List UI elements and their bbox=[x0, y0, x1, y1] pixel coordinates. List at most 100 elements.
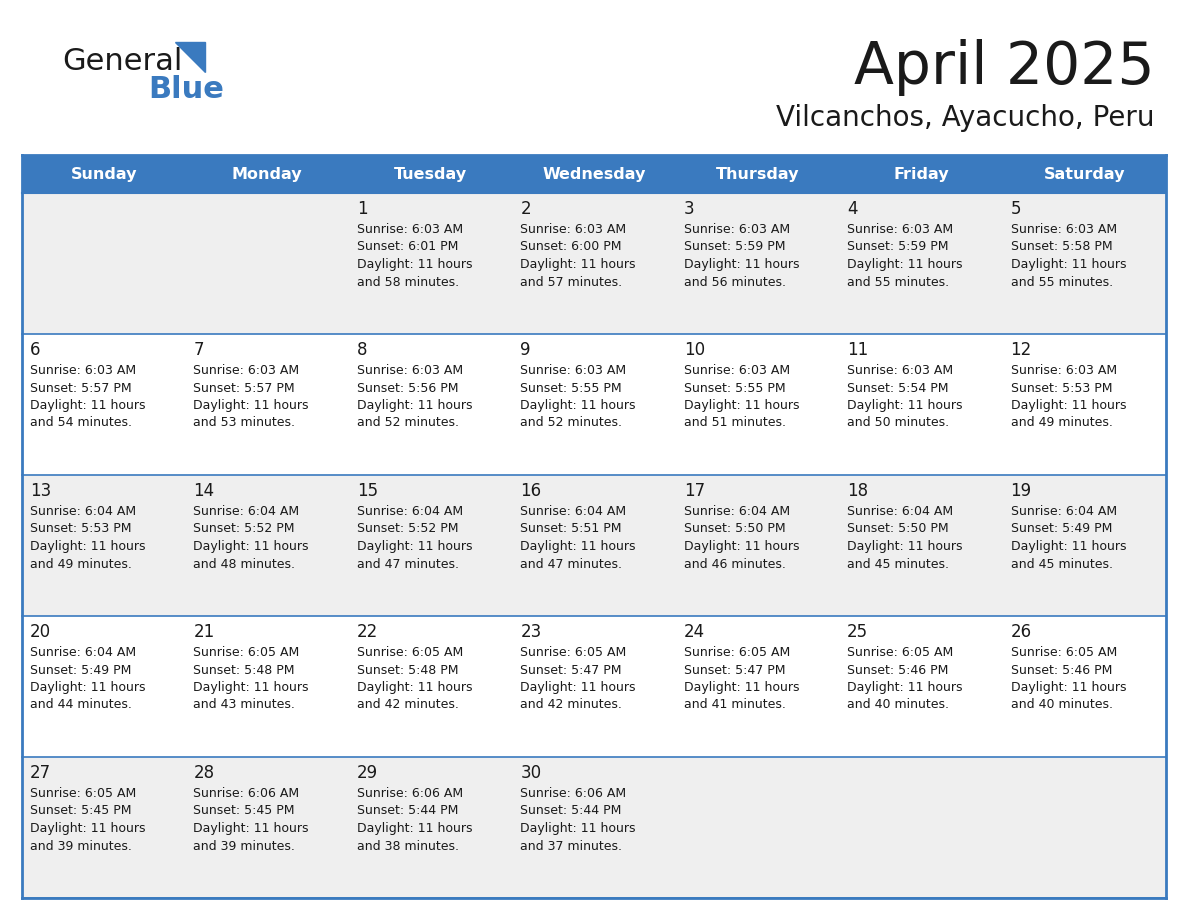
Text: Sunrise: 6:04 AM: Sunrise: 6:04 AM bbox=[847, 505, 953, 518]
Text: Sunset: 5:47 PM: Sunset: 5:47 PM bbox=[520, 664, 621, 677]
Text: 15: 15 bbox=[356, 482, 378, 500]
Text: 7: 7 bbox=[194, 341, 204, 359]
Text: Sunrise: 6:03 AM: Sunrise: 6:03 AM bbox=[684, 223, 790, 236]
Text: General: General bbox=[62, 48, 183, 76]
Text: Daylight: 11 hours: Daylight: 11 hours bbox=[684, 540, 800, 553]
Text: and 40 minutes.: and 40 minutes. bbox=[1011, 699, 1113, 711]
Bar bbox=[676, 193, 839, 334]
Text: 13: 13 bbox=[30, 482, 51, 500]
Bar bbox=[1003, 757, 1165, 898]
Text: 16: 16 bbox=[520, 482, 542, 500]
Text: and 42 minutes.: and 42 minutes. bbox=[520, 699, 623, 711]
Text: Daylight: 11 hours: Daylight: 11 hours bbox=[356, 681, 473, 694]
Text: Sunrise: 6:05 AM: Sunrise: 6:05 AM bbox=[194, 646, 299, 659]
Text: April 2025: April 2025 bbox=[854, 39, 1155, 96]
Text: 25: 25 bbox=[847, 623, 868, 641]
Text: Sunset: 5:57 PM: Sunset: 5:57 PM bbox=[194, 382, 295, 395]
Text: Sunrise: 6:03 AM: Sunrise: 6:03 AM bbox=[520, 364, 626, 377]
Text: Friday: Friday bbox=[893, 166, 949, 182]
Text: and 55 minutes.: and 55 minutes. bbox=[847, 275, 949, 288]
Bar bbox=[676, 334, 839, 475]
Text: Daylight: 11 hours: Daylight: 11 hours bbox=[194, 681, 309, 694]
Text: Daylight: 11 hours: Daylight: 11 hours bbox=[684, 258, 800, 271]
Bar bbox=[23, 475, 185, 616]
Text: and 58 minutes.: and 58 minutes. bbox=[356, 275, 459, 288]
Text: Sunset: 5:59 PM: Sunset: 5:59 PM bbox=[847, 241, 949, 253]
Text: and 49 minutes.: and 49 minutes. bbox=[1011, 417, 1112, 430]
Text: Sunrise: 6:03 AM: Sunrise: 6:03 AM bbox=[1011, 223, 1117, 236]
Text: Sunset: 5:55 PM: Sunset: 5:55 PM bbox=[520, 382, 621, 395]
Text: Sunrise: 6:06 AM: Sunrise: 6:06 AM bbox=[520, 787, 626, 800]
Text: Sunset: 5:45 PM: Sunset: 5:45 PM bbox=[30, 804, 132, 818]
Text: 29: 29 bbox=[356, 764, 378, 782]
Text: 8: 8 bbox=[356, 341, 367, 359]
Bar bbox=[512, 193, 676, 334]
Text: Daylight: 11 hours: Daylight: 11 hours bbox=[520, 258, 636, 271]
Text: Sunrise: 6:05 AM: Sunrise: 6:05 AM bbox=[30, 787, 137, 800]
Text: Sunrise: 6:04 AM: Sunrise: 6:04 AM bbox=[356, 505, 463, 518]
Text: Sunset: 5:49 PM: Sunset: 5:49 PM bbox=[30, 664, 132, 677]
Text: and 47 minutes.: and 47 minutes. bbox=[520, 557, 623, 570]
Text: Tuesday: Tuesday bbox=[394, 166, 467, 182]
Bar bbox=[839, 334, 1003, 475]
Bar bbox=[839, 757, 1003, 898]
Text: Daylight: 11 hours: Daylight: 11 hours bbox=[356, 399, 473, 412]
Text: Sunset: 5:46 PM: Sunset: 5:46 PM bbox=[847, 664, 948, 677]
Text: Daylight: 11 hours: Daylight: 11 hours bbox=[356, 258, 473, 271]
Text: Sunset: 5:54 PM: Sunset: 5:54 PM bbox=[847, 382, 949, 395]
Text: 5: 5 bbox=[1011, 200, 1020, 218]
Text: Sunset: 5:45 PM: Sunset: 5:45 PM bbox=[194, 804, 295, 818]
Bar bbox=[349, 334, 512, 475]
Text: Sunrise: 6:05 AM: Sunrise: 6:05 AM bbox=[847, 646, 954, 659]
Text: and 43 minutes.: and 43 minutes. bbox=[194, 699, 296, 711]
Text: 19: 19 bbox=[1011, 482, 1031, 500]
Text: and 52 minutes.: and 52 minutes. bbox=[356, 417, 459, 430]
Text: 11: 11 bbox=[847, 341, 868, 359]
Text: Sunrise: 6:03 AM: Sunrise: 6:03 AM bbox=[847, 364, 953, 377]
Text: 27: 27 bbox=[30, 764, 51, 782]
Text: Sunset: 5:53 PM: Sunset: 5:53 PM bbox=[30, 522, 132, 535]
Text: and 56 minutes.: and 56 minutes. bbox=[684, 275, 785, 288]
Bar bbox=[512, 475, 676, 616]
Text: Thursday: Thursday bbox=[715, 166, 800, 182]
Bar bbox=[676, 616, 839, 757]
Text: Daylight: 11 hours: Daylight: 11 hours bbox=[356, 540, 473, 553]
Bar bbox=[1003, 334, 1165, 475]
Text: 1: 1 bbox=[356, 200, 367, 218]
Text: and 54 minutes.: and 54 minutes. bbox=[30, 417, 132, 430]
Text: 20: 20 bbox=[30, 623, 51, 641]
Text: and 48 minutes.: and 48 minutes. bbox=[194, 557, 296, 570]
Bar bbox=[349, 193, 512, 334]
Text: 18: 18 bbox=[847, 482, 868, 500]
Text: Daylight: 11 hours: Daylight: 11 hours bbox=[1011, 258, 1126, 271]
Bar bbox=[676, 757, 839, 898]
Text: 17: 17 bbox=[684, 482, 704, 500]
Bar bbox=[185, 475, 349, 616]
Text: Sunrise: 6:03 AM: Sunrise: 6:03 AM bbox=[356, 223, 463, 236]
Text: 9: 9 bbox=[520, 341, 531, 359]
Text: Daylight: 11 hours: Daylight: 11 hours bbox=[356, 822, 473, 835]
Text: Sunset: 5:56 PM: Sunset: 5:56 PM bbox=[356, 382, 459, 395]
Text: and 38 minutes.: and 38 minutes. bbox=[356, 839, 459, 853]
Text: Sunrise: 6:03 AM: Sunrise: 6:03 AM bbox=[1011, 364, 1117, 377]
Text: Sunrise: 6:04 AM: Sunrise: 6:04 AM bbox=[684, 505, 790, 518]
Text: Sunset: 5:47 PM: Sunset: 5:47 PM bbox=[684, 664, 785, 677]
Text: Sunset: 5:44 PM: Sunset: 5:44 PM bbox=[520, 804, 621, 818]
Text: Sunrise: 6:03 AM: Sunrise: 6:03 AM bbox=[356, 364, 463, 377]
Text: Sunrise: 6:05 AM: Sunrise: 6:05 AM bbox=[1011, 646, 1117, 659]
Text: and 51 minutes.: and 51 minutes. bbox=[684, 417, 785, 430]
Bar bbox=[512, 757, 676, 898]
Bar bbox=[1003, 475, 1165, 616]
Text: Sunset: 5:53 PM: Sunset: 5:53 PM bbox=[1011, 382, 1112, 395]
Text: 2: 2 bbox=[520, 200, 531, 218]
Text: Daylight: 11 hours: Daylight: 11 hours bbox=[1011, 399, 1126, 412]
Bar bbox=[185, 757, 349, 898]
Text: Sunset: 5:52 PM: Sunset: 5:52 PM bbox=[194, 522, 295, 535]
Text: Wednesday: Wednesday bbox=[542, 166, 646, 182]
Text: and 44 minutes.: and 44 minutes. bbox=[30, 699, 132, 711]
Text: Daylight: 11 hours: Daylight: 11 hours bbox=[30, 822, 145, 835]
Bar bbox=[23, 334, 185, 475]
Text: and 41 minutes.: and 41 minutes. bbox=[684, 699, 785, 711]
Text: and 45 minutes.: and 45 minutes. bbox=[1011, 557, 1113, 570]
Text: Sunrise: 6:04 AM: Sunrise: 6:04 AM bbox=[520, 505, 626, 518]
